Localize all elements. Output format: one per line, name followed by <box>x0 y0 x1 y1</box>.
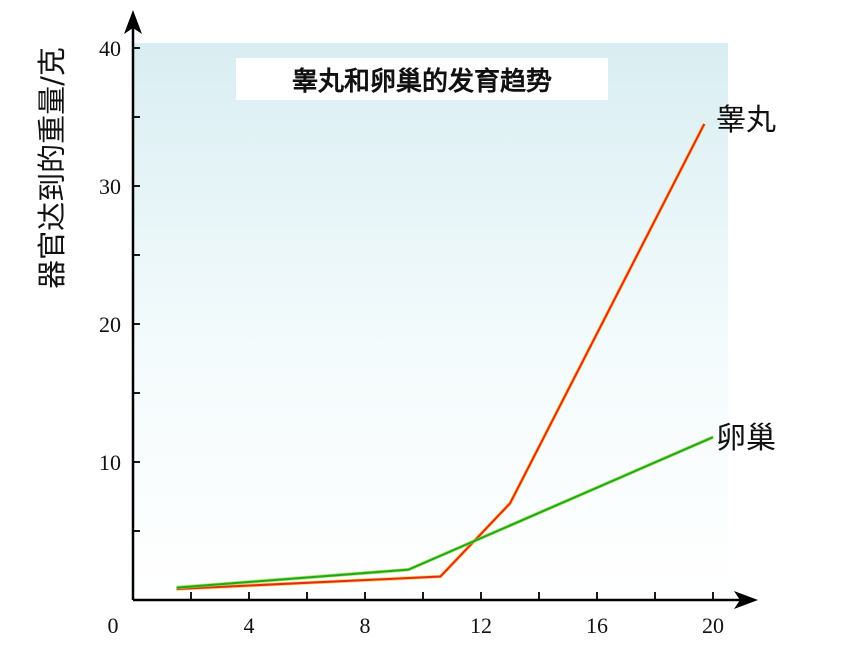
y-tick-label: 10 <box>99 450 121 475</box>
ovary-series-line <box>176 436 714 589</box>
plot-background <box>133 43 728 600</box>
x-tick-label: 4 <box>244 613 255 638</box>
y-tick-label: 40 <box>99 36 121 61</box>
ovary-series-label: 卵巢 <box>716 421 776 456</box>
x-tick-label: 20 <box>702 613 724 638</box>
x-axis-arrow <box>734 591 758 609</box>
y-tick-label: 20 <box>99 312 121 337</box>
y-tick-label: 30 <box>99 174 121 199</box>
x-tick-label: 12 <box>470 613 492 638</box>
y-axis-arrow <box>124 10 142 34</box>
x-tick-label: 8 <box>360 613 371 638</box>
y-axis-label: 器官达到的重量/克 <box>35 47 69 289</box>
x-tick-label: 16 <box>586 613 608 638</box>
chart-title: 睾丸和卵巢的发育趋势 <box>292 66 552 97</box>
title-box <box>236 58 608 100</box>
testis-series-label: 睾丸 <box>716 103 776 138</box>
ticks: 10 20 30 40 0 4 8 12 16 20 <box>99 36 724 638</box>
x-tick-label: 0 <box>108 613 119 638</box>
axes <box>124 10 758 609</box>
series-lines <box>176 123 714 591</box>
